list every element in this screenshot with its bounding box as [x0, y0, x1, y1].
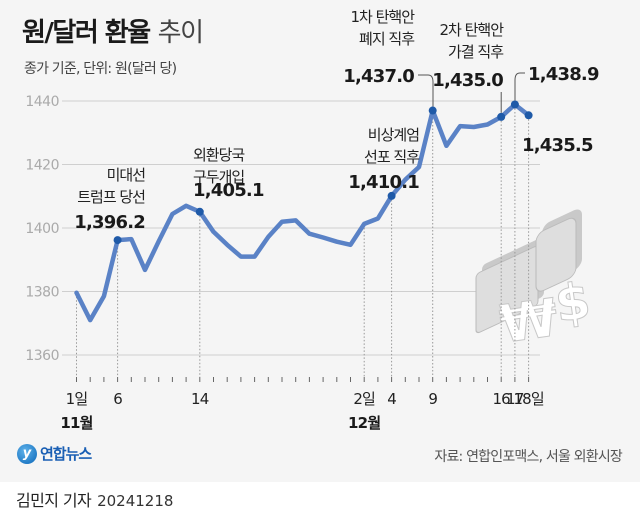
y-tick-label: 1440: [25, 94, 59, 110]
annotation-value: 1,435.5: [522, 135, 593, 156]
annotation-text: 구두개입: [193, 168, 244, 186]
x-tick-label: 9: [428, 390, 437, 408]
x-tick-label: 1일: [66, 390, 88, 408]
y-tick-label: 1400: [25, 221, 59, 237]
y-tick-label: 1360: [25, 348, 59, 364]
annotation-text: 폐지 직후: [359, 30, 415, 48]
y-tick-label: 1380: [25, 285, 59, 301]
annotation-text: 비상계엄: [368, 126, 419, 144]
annotation-value: 1,437.0: [343, 66, 414, 87]
source-note: 자료: 연합인포맥스, 서울 외환시장: [434, 449, 622, 465]
x-tick-label: 14: [191, 390, 209, 408]
x-tick-label: 17: [506, 390, 524, 408]
annotation-text: 가결 직후: [448, 43, 504, 61]
x-tick-label: 16: [492, 390, 510, 408]
chart-title: 원/달러 환율 추이: [22, 12, 204, 49]
x-tick-label: 2일: [353, 390, 375, 408]
logo-text: 연합뉴스: [40, 445, 92, 463]
data-marker: [428, 106, 437, 115]
yonhap-logo-icon: y: [17, 443, 37, 464]
title-bold: 원/달러 환율: [22, 18, 151, 48]
exchange-rate-line: [74, 102, 531, 323]
data-marker: [497, 112, 506, 121]
x-tick-label: 4: [387, 390, 396, 408]
data-marker: [524, 111, 533, 120]
chart-panel: [0, 0, 640, 482]
annotation-value: 1,438.9: [528, 64, 599, 85]
annotation-text: 2차 탄핵안: [439, 21, 504, 39]
annotation-text: 미대선: [107, 166, 146, 184]
annotation-value: 1,405.1: [193, 180, 264, 201]
byline: 김민지 기자 20241218: [16, 487, 173, 511]
won-dollar-icon: ₩$: [475, 209, 595, 356]
x-tick-label: 6: [113, 390, 122, 408]
reporter-name: 김민지 기자: [16, 491, 92, 510]
publisher-logo: y 연합뉴스: [17, 443, 92, 464]
chart-subtitle: 종가 기준, 단위: 원(달러 당): [24, 61, 177, 77]
svg-text:$: $: [552, 271, 595, 333]
month-label: 12월: [348, 414, 380, 432]
annotation-text: 1차 탄핵안: [350, 8, 415, 26]
data-marker: [113, 236, 122, 245]
month-label: 11월: [60, 414, 92, 432]
annotation-value: 1,410.1: [348, 172, 419, 193]
annotation-text: 외환당국: [193, 146, 245, 164]
annotation-text: 선포 직후: [364, 148, 420, 166]
leader-line: [418, 74, 434, 107]
annotation-value: 1,435.0: [432, 70, 503, 91]
x-tick-label: 18일: [513, 390, 544, 408]
leader-line: [514, 72, 525, 101]
title-light: 추이: [157, 18, 204, 48]
annotation-text: 트럼프 당선: [77, 188, 145, 206]
data-marker: [510, 100, 519, 109]
y-tick-label: 1420: [25, 158, 59, 174]
data-marker: [195, 207, 204, 216]
publish-date: 20241218: [97, 492, 174, 510]
annotation-value: 1,396.2: [74, 212, 145, 233]
data-marker: [387, 191, 396, 200]
